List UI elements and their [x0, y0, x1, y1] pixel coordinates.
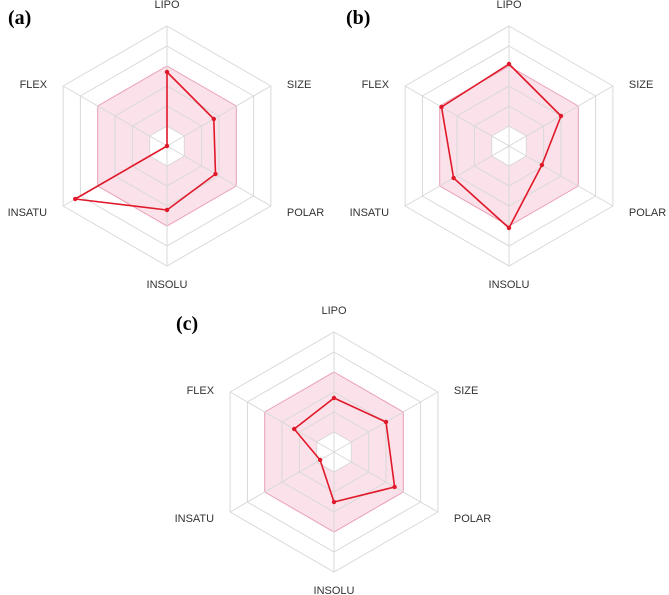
data-point-flex [439, 104, 444, 110]
axis-spoke [404, 85, 510, 147]
axis-label-flex: FLEX [362, 79, 390, 91]
axis-label-polar: POLAR [454, 513, 491, 525]
panel-label: (a) [8, 7, 31, 29]
axis-label-size: SIZE [454, 385, 478, 397]
axis-spoke [404, 145, 510, 207]
data-point-flex [292, 426, 297, 432]
panel-label: (b) [346, 7, 370, 29]
panel-label: (c) [176, 313, 198, 335]
axis-label-flex: FLEX [20, 79, 48, 91]
data-point-insolu [331, 499, 337, 505]
data-point-lipo [331, 395, 337, 401]
data-point-lipo [506, 61, 512, 67]
data-point-size [211, 116, 216, 122]
data-point-size [558, 113, 564, 119]
axis-label-size: SIZE [629, 79, 653, 91]
axis-spoke [333, 451, 439, 513]
data-point-insolu [164, 207, 170, 213]
radar-panel-b: LIPO SIZE POLAR INSOLU INSATU FLEX (b) [346, 0, 666, 291]
axis-label-insatu: INSATU [8, 207, 48, 219]
data-point-polar [213, 171, 218, 177]
axis-spoke [62, 85, 168, 147]
data-point-polar [392, 484, 397, 490]
data-point-size [383, 419, 389, 425]
axis-spoke [166, 145, 272, 207]
axis-spoke [229, 451, 335, 513]
data-point-insatu [451, 175, 456, 181]
radar-panel-c: LIPO SIZE POLAR INSOLU INSATU FLEX (c) [175, 305, 492, 595]
axis-label-insatu: INSATU [175, 513, 215, 525]
axis-label-polar: POLAR [629, 207, 666, 219]
axis-label-flex: FLEX [187, 385, 215, 397]
radar-panel-a: LIPO SIZE POLAR INSOLU INSATU FLEX (a) [8, 0, 325, 291]
axis-label-lipo: LIPO [154, 0, 180, 11]
axis-label-lipo: LIPO [496, 0, 522, 11]
data-point-insatu [317, 457, 323, 463]
axis-label-insolu: INSOLU [147, 279, 188, 291]
axis-spoke [166, 85, 272, 147]
axis-label-insatu: INSATU [350, 207, 390, 219]
data-point-flex [164, 143, 170, 149]
axis-label-insolu: INSOLU [314, 585, 355, 595]
axis-spoke [508, 145, 614, 207]
axis-label-size: SIZE [287, 79, 311, 91]
axis-spoke [229, 391, 335, 453]
data-point-lipo [164, 69, 170, 75]
axis-label-lipo: LIPO [321, 305, 347, 317]
axis-label-polar: POLAR [287, 207, 324, 219]
data-point-insolu [506, 225, 512, 231]
data-point-polar [539, 162, 545, 168]
axis-label-insolu: INSOLU [489, 279, 530, 291]
data-point-insatu [73, 196, 78, 202]
